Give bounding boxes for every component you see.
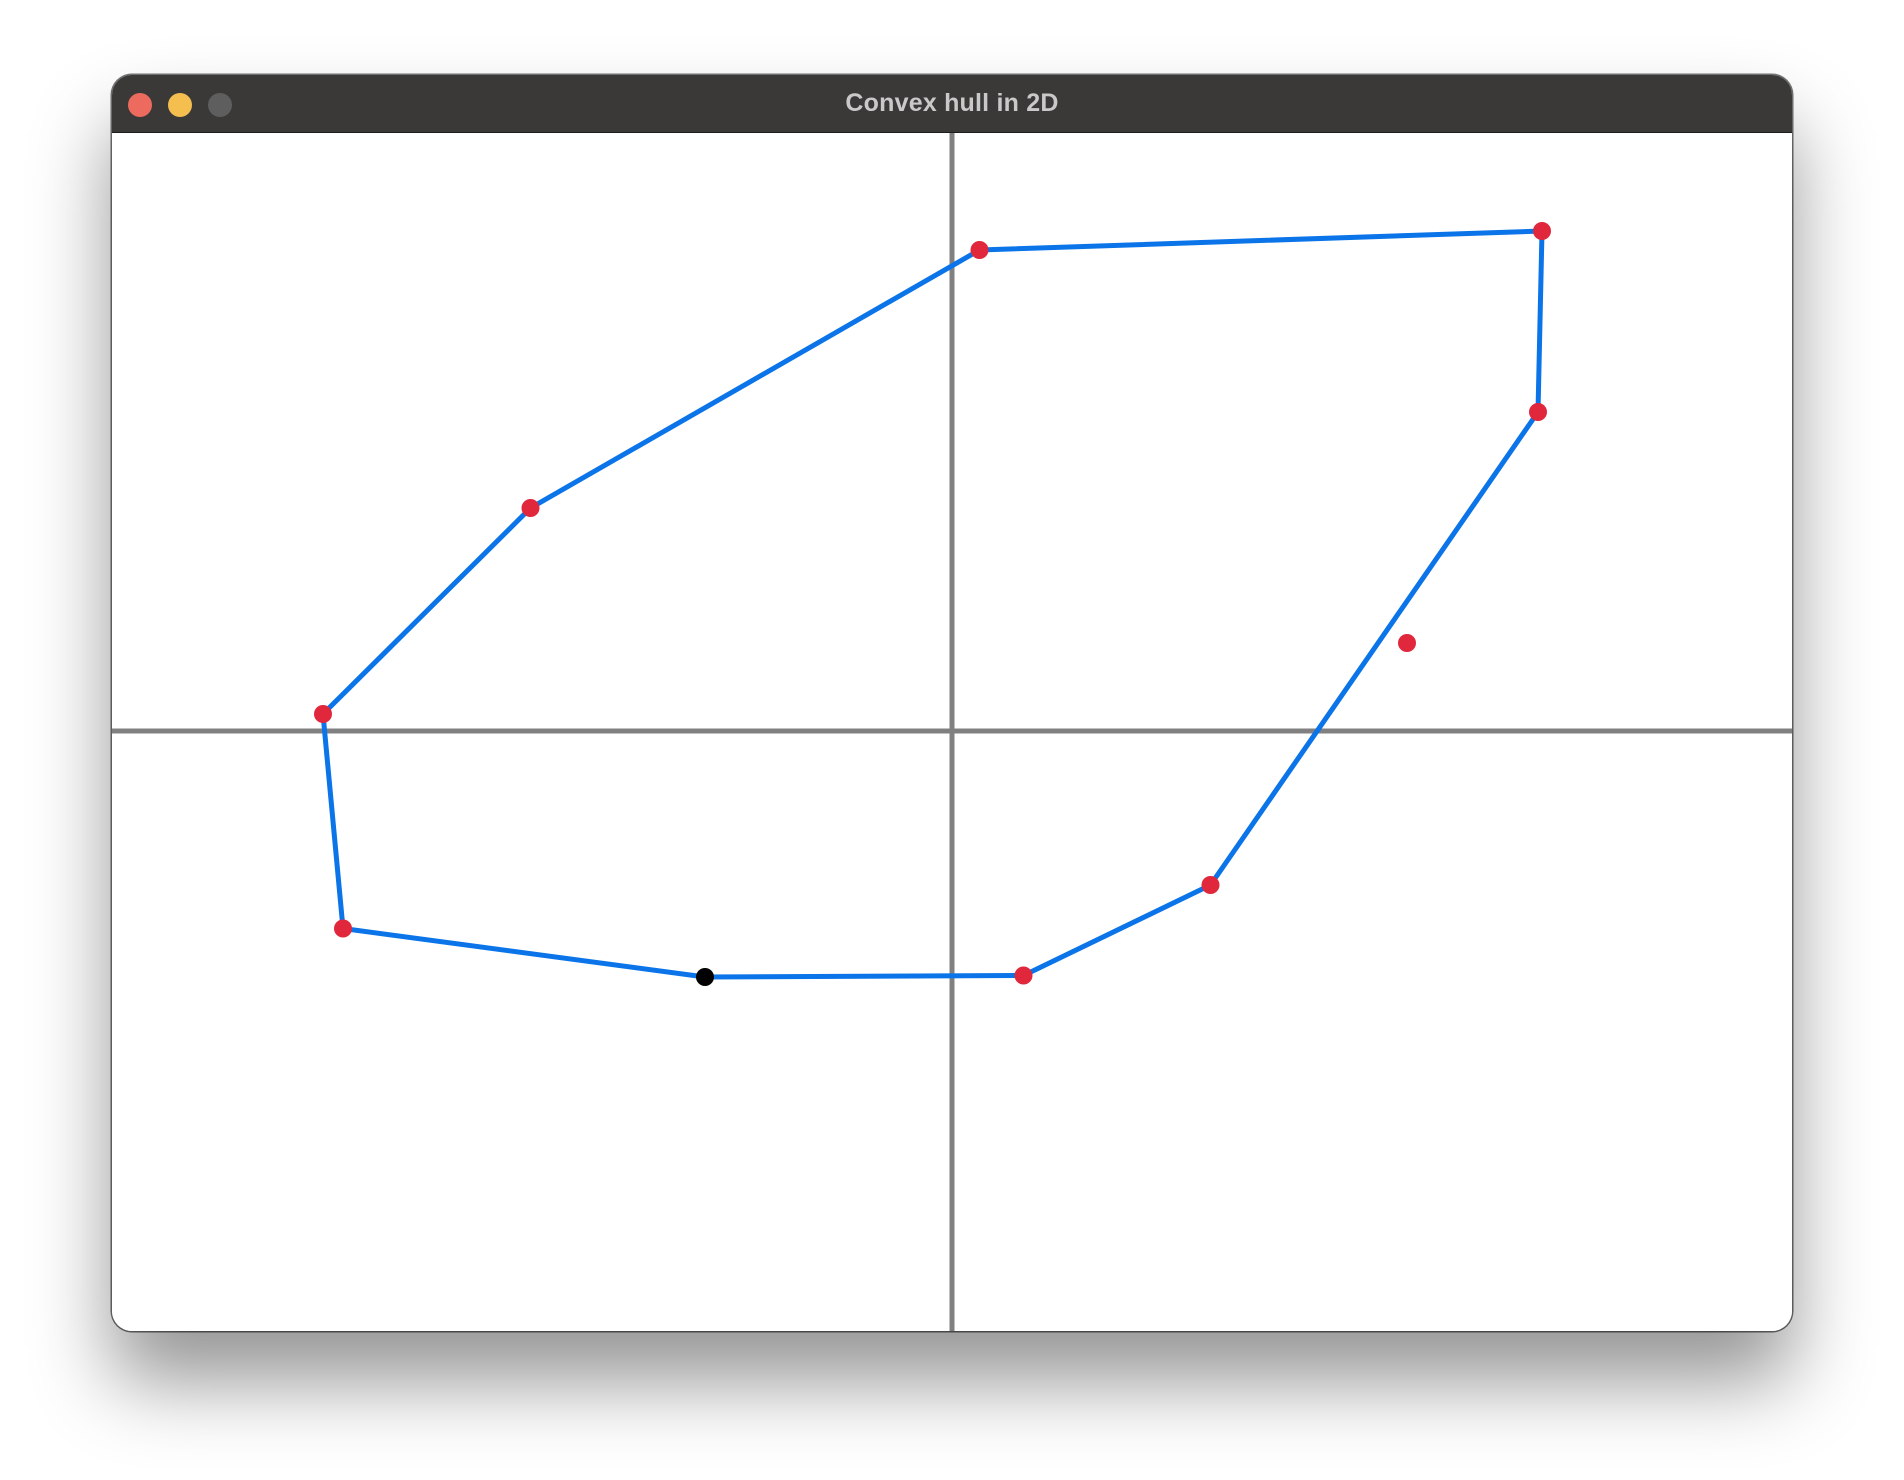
- interior-point: [1398, 634, 1416, 652]
- convex-hull-plot: [112, 133, 1792, 1331]
- hull-point: [334, 919, 352, 938]
- plot-canvas: [112, 133, 1792, 1331]
- hull-edge: [1208, 409, 1541, 888]
- hull-point: [1529, 403, 1547, 421]
- hull-point: [1201, 876, 1220, 894]
- hull-edge: [1021, 882, 1213, 978]
- hull-point: [970, 241, 989, 259]
- title-bar[interactable]: Convex hull in 2D: [112, 75, 1792, 133]
- window-title: Convex hull in 2D: [845, 89, 1059, 117]
- hull-edge: [320, 505, 533, 717]
- minimize-button[interactable]: [168, 93, 192, 117]
- hull-point: [521, 499, 540, 517]
- hull-edge: [320, 711, 346, 931]
- start-point: [696, 968, 714, 986]
- hull-edge: [340, 926, 708, 980]
- close-button[interactable]: [128, 93, 152, 117]
- hull-point: [1014, 966, 1033, 985]
- hull-point: [314, 705, 332, 723]
- hull-edges: [320, 228, 1545, 980]
- hull-point: [1533, 222, 1551, 240]
- hull-edge: [977, 228, 1545, 253]
- points: [314, 222, 1551, 986]
- hull-edge: [528, 247, 982, 511]
- app-window: Convex hull in 2D: [112, 75, 1792, 1331]
- zoom-button[interactable]: [208, 93, 232, 117]
- hull-edge: [702, 973, 1026, 980]
- hull-edge: [1535, 228, 1545, 415]
